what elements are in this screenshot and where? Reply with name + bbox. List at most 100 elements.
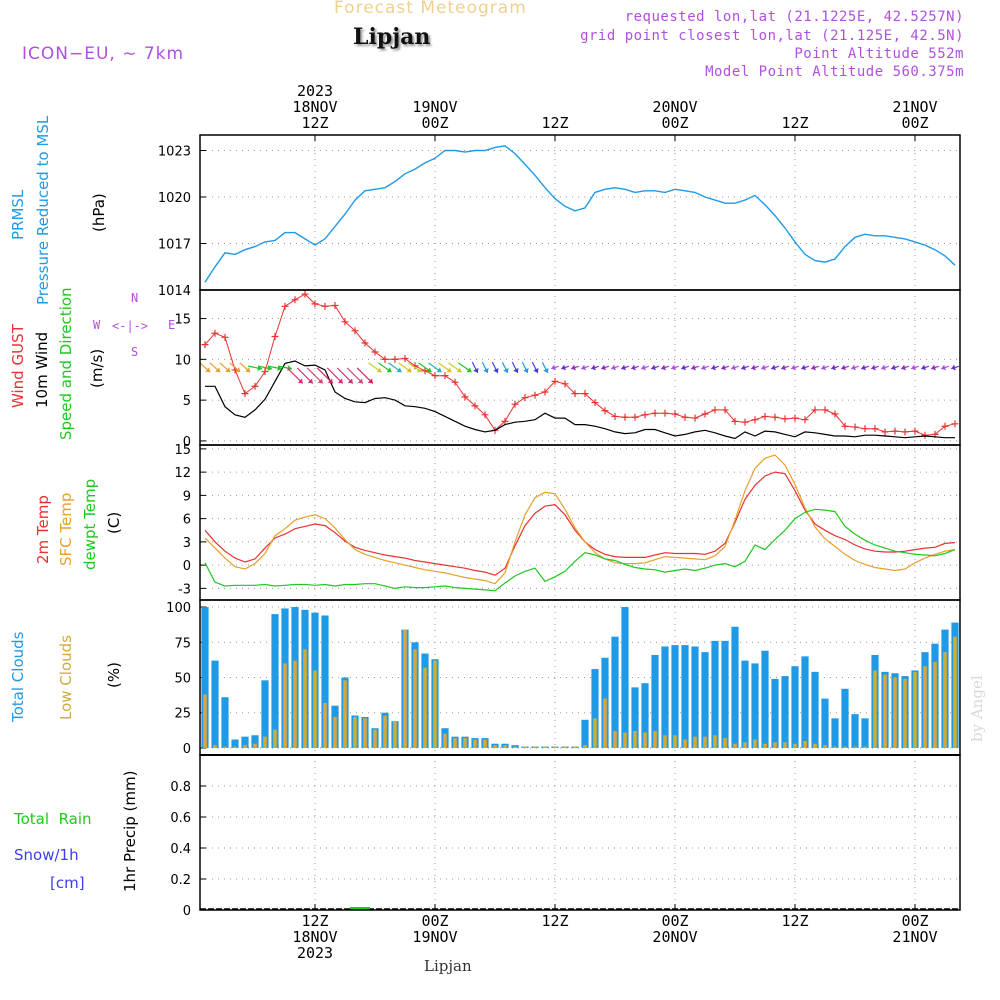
closest-coords: grid point closest lon,lat (21.125E, 42.… [580,28,964,44]
low-cloud-bar [423,667,427,748]
wind-gust-marker [721,406,729,414]
ytick-label: 0.2 [170,873,191,888]
wind-direction-arrowhead [493,367,499,373]
wind-direction-arrowhead [621,364,626,371]
ytick-label: 50 [174,672,191,687]
low-cloud-bar [443,733,447,748]
low-cloud-bar [563,746,567,748]
wind-direction-arrowhead [551,364,556,371]
low-cloud-bar [863,746,867,748]
wind-direction-arrowhead [921,364,926,371]
wind-direction-arrowhead [721,364,726,371]
compass-east: E [168,318,176,332]
wind-gust-marker [291,296,299,304]
total-cloud-bar [321,615,329,748]
wind-gust-marker [461,393,469,401]
wind-gust-marker [531,391,539,399]
total-cloud-bar [611,636,619,748]
low-cloud-bar [403,629,407,748]
wind-gust-marker [471,402,479,410]
ytick-label: 25 [174,707,191,722]
wind-direction-arrowhead [911,364,916,371]
wind-direction-arrowhead [533,367,539,373]
time-label: 12Z [515,913,595,929]
wind-direction-arrowhead [466,367,472,373]
ytick-label: 0 [183,559,191,574]
low-cloud-bar [483,739,487,748]
time-label-line: 21NOV [892,98,938,116]
wind-direction-arrowhead [523,367,529,373]
wind-gust-marker [481,411,489,419]
wind-direction-arrowhead [711,364,716,371]
time-label-line: 00Z [661,912,689,930]
total-cloud-bar [511,745,519,748]
wind-gust-marker [601,407,609,415]
wind-gust-marker [881,428,889,436]
total-cloud-bar [661,646,669,748]
ytick-label: 0 [183,904,191,919]
low-cloud-bar [583,745,587,748]
ytick-label: 1020 [158,191,191,206]
ytick-label: 0 [183,742,191,757]
time-label-line: 00Z [901,114,929,132]
footer-location: Lipjan [424,957,472,975]
low-cloud-bar [943,652,947,748]
low-cloud-bar [533,746,537,748]
wind-direction-arrowhead [811,364,816,371]
wind-direction-arrowhead [751,364,756,371]
wind-direction-arrowhead [327,378,333,384]
low-cloud-bar [723,738,727,748]
wind-direction-arrowhead [821,364,826,371]
rain-bar [350,907,360,910]
wind-direction-arrowhead [861,364,866,371]
wind-direction-arrowhead [386,367,392,373]
wind-direction-arrowhead [941,364,946,371]
wind-gust-marker [791,414,799,422]
wind-gust-marker [201,341,209,349]
time-label-line: 19NOV [412,928,458,946]
wind-gust-marker [261,368,269,376]
low-cloud-bar [773,742,777,748]
ytick-label: 6 [183,513,191,528]
total-cloud-bar [681,645,689,748]
wind-direction-arrowhead [436,367,442,373]
wind-direction-arrowhead [456,367,462,373]
wind-gust-marker [361,339,369,347]
wind-direction-arrowhead [651,364,656,371]
wind-gust-marker [251,382,259,390]
low-cloud-bar [203,694,207,748]
time-label: 00Z 21NOV [875,913,955,945]
total-cloud-bar [701,652,709,748]
wind-direction-arrowhead [741,364,746,371]
wind-gust-marker [641,411,649,419]
wind-direction-arrowhead [337,378,343,384]
ytick-label: 15 [174,313,191,328]
wind-direction-arrowhead [731,364,736,371]
wind-direction-arrowhead [446,367,452,373]
total-cloud-bar [761,650,769,748]
wind-gust-marker [561,380,569,388]
wind-direction-arrowhead [513,367,519,373]
low-cloud-bar [643,732,647,748]
wind-gust-marker [911,427,919,435]
rain-bar [360,907,370,910]
time-label: 12Z [515,115,595,131]
wind-direction-arrowhead [761,364,766,371]
time-label-line: 00Z [901,912,929,930]
low-cloud-bar [833,746,837,748]
low-cloud-bar [553,746,557,748]
wind-direction-arrowhead [297,378,303,384]
total-cloud-bar [771,678,779,748]
time-label: 20NOV 00Z [635,99,715,131]
wind-gust-marker [651,409,659,417]
low-cloud-bar [713,735,717,748]
wind-direction-arrowhead [671,364,676,371]
ytick-label: 0.8 [170,780,191,795]
low-cloud-bar [473,739,477,748]
time-label: 12Z 18NOV 2023 [275,913,355,961]
wind-direction-arrowhead [581,364,586,371]
wind-direction-arrowhead [205,367,211,373]
wind-gust-marker [451,378,459,386]
wind-gust-marker [901,428,909,436]
